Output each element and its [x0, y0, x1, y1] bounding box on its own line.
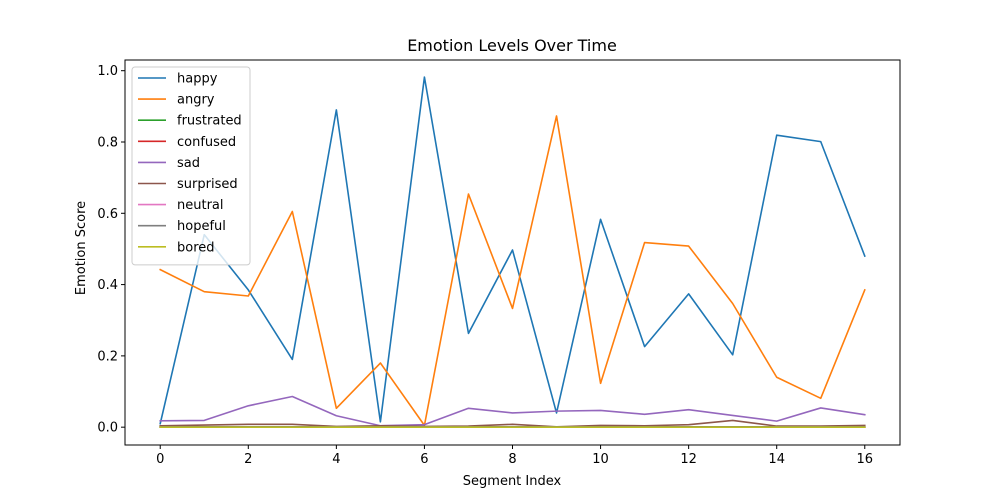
legend-label-happy: happy — [177, 72, 218, 87]
legend-label-sad: sad — [177, 156, 200, 171]
legend-label-confused: confused — [177, 135, 236, 150]
x-axis-label: Segment Index — [463, 474, 562, 489]
legend-label-surprised: surprised — [177, 177, 238, 192]
axes-frame — [124, 59, 901, 446]
x-axis-ticks: 0 2 4 6 8 10 12 14 16 — [156, 445, 873, 467]
x-tick-label: 0 — [156, 452, 164, 467]
x-tick-label: 2 — [244, 452, 252, 467]
x-tick-label: 14 — [768, 452, 785, 467]
legend-label-bored: bored — [177, 240, 215, 255]
series-line-surprised — [159, 419, 866, 428]
legend-box — [131, 66, 251, 266]
legend-label-angry: angry — [177, 93, 215, 108]
y-tick-label: 0.0 — [97, 421, 118, 436]
legend-label-neutral: neutral — [177, 198, 224, 213]
y-tick-label: 0.6 — [97, 207, 118, 222]
plot-area — [159, 76, 866, 428]
x-tick-label: 10 — [592, 452, 609, 467]
x-tick-label: 8 — [508, 452, 516, 467]
y-axis-ticks: 0.0 0.2 0.4 0.6 0.8 1.0 — [97, 64, 125, 436]
chart-title: Emotion Levels Over Time — [407, 36, 617, 55]
legend: happy angry frustrated confused sad surprised… — [131, 66, 251, 266]
y-tick-label: 0.2 — [97, 349, 118, 364]
y-tick-label: 0.8 — [97, 135, 118, 150]
y-axis-label: Emotion Score — [74, 201, 89, 295]
x-tick-label: 6 — [420, 452, 428, 467]
series-line-angry — [159, 115, 866, 427]
series-line-sad — [159, 395, 866, 427]
x-tick-label: 4 — [332, 452, 340, 467]
y-tick-label: 0.4 — [97, 278, 118, 293]
x-tick-label: 16 — [856, 452, 873, 467]
y-tick-label: 1.0 — [97, 64, 118, 79]
x-tick-label: 12 — [680, 452, 697, 467]
legend-label-hopeful: hopeful — [177, 219, 226, 234]
legend-label-frustrated: frustrated — [177, 114, 242, 129]
series-line-happy — [159, 76, 866, 425]
